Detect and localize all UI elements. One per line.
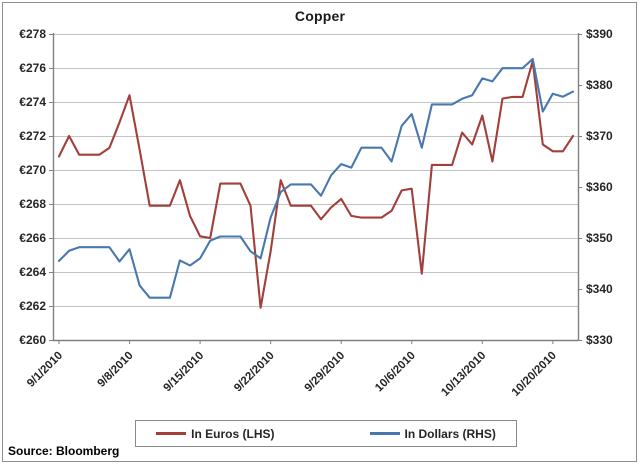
svg-text:$370: $370: [586, 129, 613, 143]
dollars-line-swatch: [369, 432, 400, 435]
svg-text:€260: €260: [19, 333, 46, 347]
legend-label-dollars: In Dollars (RHS): [404, 426, 496, 441]
chart-legend: In Euros (LHS) In Dollars (RHS): [135, 420, 517, 447]
svg-text:9/1/2010: 9/1/2010: [25, 350, 65, 390]
svg-text:$350: $350: [586, 231, 613, 245]
svg-text:€278: €278: [19, 27, 46, 41]
legend-label-euros: In Euros (LHS): [191, 426, 275, 441]
svg-text:$330: $330: [586, 333, 613, 347]
legend-entry-euros: In Euros (LHS): [156, 426, 275, 441]
svg-text:$390: $390: [586, 27, 613, 41]
svg-text:9/29/2010: 9/29/2010: [303, 350, 348, 395]
svg-text:9/22/2010: 9/22/2010: [232, 350, 277, 395]
svg-text:$340: $340: [586, 282, 613, 296]
svg-text:$380: $380: [586, 78, 613, 92]
svg-text:€262: €262: [19, 299, 46, 313]
svg-text:10/6/2010: 10/6/2010: [373, 350, 418, 395]
chart-title: Copper: [294, 8, 346, 24]
svg-text:€272: €272: [19, 129, 46, 143]
svg-text:9/8/2010: 9/8/2010: [96, 350, 136, 390]
euros-line-swatch: [156, 432, 187, 435]
svg-text:€270: €270: [19, 163, 46, 177]
svg-text:10/13/2010: 10/13/2010: [439, 350, 488, 399]
svg-text:€266: €266: [19, 231, 46, 245]
svg-text:10/20/2010: 10/20/2010: [510, 350, 559, 399]
svg-text:$360: $360: [586, 180, 613, 194]
svg-text:€274: €274: [19, 95, 46, 109]
svg-text:9/15/2010: 9/15/2010: [162, 350, 207, 395]
svg-text:€264: €264: [19, 265, 46, 279]
svg-text:€276: €276: [19, 61, 46, 75]
svg-text:€268: €268: [19, 197, 46, 211]
legend-entry-dollars: In Dollars (RHS): [369, 426, 496, 441]
source-note: Source: Bloomberg: [8, 444, 120, 458]
